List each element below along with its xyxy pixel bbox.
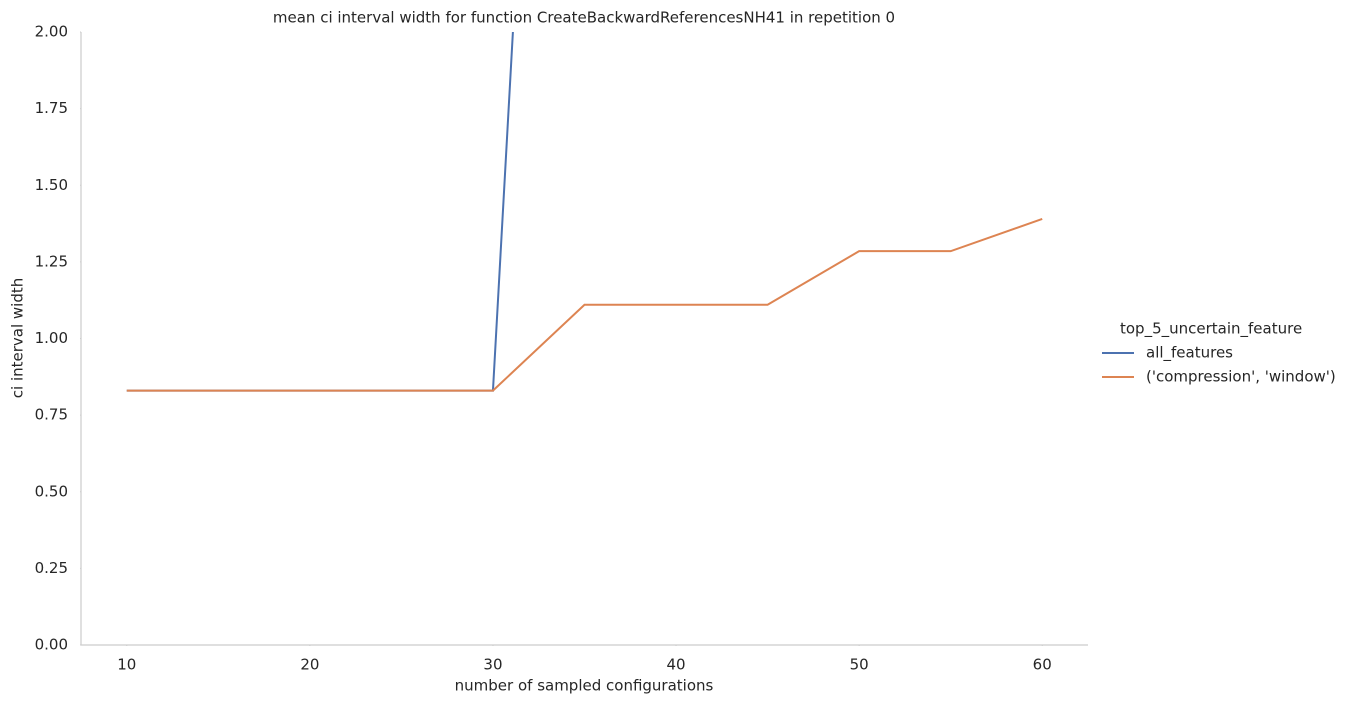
y-tick-label: 1.25 bbox=[35, 252, 68, 270]
y-tick-label: 2.00 bbox=[35, 23, 68, 41]
y-tick-label: 0.50 bbox=[35, 482, 68, 500]
legend-label: all_features bbox=[1146, 344, 1233, 363]
legend-title: top_5_uncertain_feature bbox=[1120, 320, 1302, 339]
x-tick-label: 10 bbox=[117, 656, 136, 674]
y-tick-label: 0.00 bbox=[35, 636, 68, 654]
x-tick-label: 60 bbox=[1033, 656, 1052, 674]
y-tick-label: 0.75 bbox=[35, 406, 68, 424]
plot-area bbox=[126, 32, 1043, 392]
y-tick-label: 0.25 bbox=[35, 559, 68, 577]
y-tick-label: 1.00 bbox=[35, 329, 68, 347]
x-tick-label: 40 bbox=[666, 656, 685, 674]
x-tick-label: 30 bbox=[483, 656, 502, 674]
x-axis-label: number of sampled configurations bbox=[455, 677, 714, 695]
line-series bbox=[126, 218, 1043, 392]
y-axis-label: ci interval width bbox=[9, 278, 27, 398]
legend-label: ('compression', 'window') bbox=[1146, 368, 1336, 386]
chart-title: mean ci interval width for function Crea… bbox=[273, 9, 895, 27]
y-tick-label: 1.50 bbox=[35, 176, 68, 194]
y-tick-label: 1.75 bbox=[35, 99, 68, 117]
x-tick-label: 50 bbox=[850, 656, 869, 674]
x-tick-label: 20 bbox=[300, 656, 319, 674]
line-series bbox=[126, 32, 514, 392]
